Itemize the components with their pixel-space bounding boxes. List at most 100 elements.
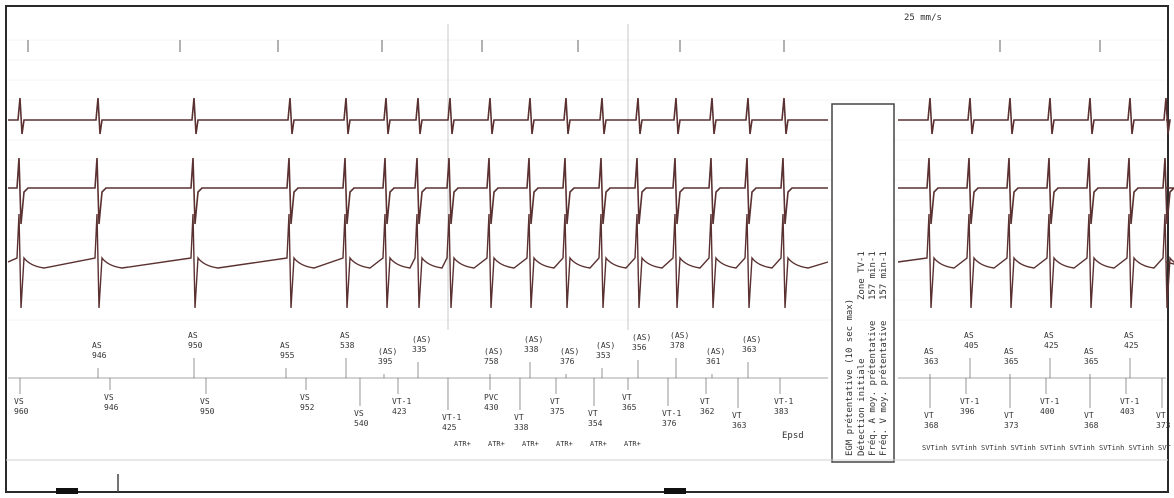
info-line3: Fréq. V moy. prétentative	[878, 321, 889, 456]
atrial-egm-trace	[898, 97, 1171, 135]
bottom-tab-left	[56, 488, 78, 494]
atr-label: ATR+	[454, 440, 471, 448]
ventricular-marker-label: VT-1	[960, 397, 979, 406]
ventricular-marker-label: VS	[200, 397, 210, 406]
ventricular-marker-label: PVC	[484, 393, 499, 402]
ventricular-marker-value: 373	[1004, 421, 1019, 430]
info-zone: Zone TV-1	[857, 251, 867, 300]
ventricular-marker-value: 425	[442, 423, 457, 432]
atrial-marker-label: AS	[280, 341, 290, 350]
atrial-marker-label: AS	[92, 341, 102, 350]
episode-label: Epsd	[782, 431, 804, 441]
ventricular-egm-trace	[898, 157, 1174, 225]
atrial-marker-value: 365	[1084, 357, 1099, 366]
ventricular-marker-value: 368	[924, 421, 939, 430]
atrial-marker-value: 361	[706, 357, 721, 366]
ventricular-marker-value: 375	[550, 407, 565, 416]
atrial-marker-label: (AS)	[484, 347, 503, 356]
atrial-marker-label: AS	[1084, 347, 1094, 356]
ventricular-marker-value: 952	[300, 403, 315, 412]
atrial-marker-label: (AS)	[670, 331, 689, 340]
ventricular-marker-value: 403	[1120, 407, 1135, 416]
ventricular-marker-label: VT	[1156, 411, 1166, 420]
atrial-marker-value: 376	[560, 357, 575, 366]
ventricular-marker-value: 946	[104, 403, 119, 412]
atr-label: ATR+	[556, 440, 573, 448]
ventricular-marker-label: VT	[514, 413, 524, 422]
ventricular-marker-label: VT-1	[442, 413, 461, 422]
atrial-marker-label: (AS)	[378, 347, 397, 356]
atrial-marker-label: (AS)	[596, 341, 615, 350]
atrial-marker-value: 955	[280, 351, 295, 360]
info-rate-a: 157 min-1	[868, 251, 878, 300]
ventricular-marker-label: VT	[700, 397, 710, 406]
atrial-marker-label: AS	[924, 347, 934, 356]
atrial-marker-label: AS	[340, 331, 350, 340]
info-line1: Détection initiale	[856, 358, 867, 456]
atrial-marker-value: 356	[632, 343, 647, 352]
atr-label: ATR+	[624, 440, 641, 448]
atrial-marker-value: 425	[1124, 341, 1139, 350]
atrial-marker-label: AS	[1044, 331, 1054, 340]
ventricular-marker-value: 365	[622, 403, 637, 412]
atrial-marker-value: 425	[1044, 341, 1059, 350]
atrial-marker-label: AS	[1124, 331, 1134, 340]
atrial-marker-value: 758	[484, 357, 499, 366]
ventricular-marker-value: 430	[484, 403, 499, 412]
atrial-marker-label: (AS)	[524, 335, 543, 344]
ventricular-marker-value: 396	[960, 407, 975, 416]
atrial-marker-value: 950	[188, 341, 203, 350]
info-line2: Fréq. A moy. prétentative	[867, 321, 878, 456]
atrial-marker-value: 363	[924, 357, 939, 366]
atrial-marker-label: AS	[188, 331, 198, 340]
ventricular-marker-value: 376	[662, 419, 677, 428]
shock-egm-trace	[7, 213, 829, 309]
atrial-marker-value: 395	[378, 357, 393, 366]
ventricular-marker-value: 383	[774, 407, 789, 416]
atrial-marker-label: AS	[964, 331, 974, 340]
ventricular-marker-value: 950	[200, 407, 215, 416]
ventricular-marker-label: VT	[924, 411, 934, 420]
info-title: EGM prétentative (10 sec max)	[844, 299, 855, 456]
ventricular-marker-label: VT	[1004, 411, 1014, 420]
ventricular-marker-label: VT	[732, 411, 742, 420]
ventricular-marker-value: 400	[1040, 407, 1055, 416]
ventricular-marker-label: VT-1	[662, 409, 681, 418]
ventricular-marker-value: 368	[1084, 421, 1099, 430]
info-rate-v: 157 min-1	[879, 251, 889, 300]
ventricular-marker-value: 540	[354, 419, 369, 428]
atrial-marker-label: AS	[1004, 347, 1014, 356]
svt-inhibit-label: SVTinh SVTinh SVTinh SVTinh SVTinh SVTin…	[922, 444, 1171, 452]
shock-egm-trace	[897, 213, 1174, 309]
ventricular-marker-label: VT-1	[392, 397, 411, 406]
strip-frame	[5, 5, 1169, 493]
ventricular-marker-label: VT	[550, 397, 560, 406]
atrial-egm-trace	[8, 97, 828, 135]
ventricular-marker-value: 363	[732, 421, 747, 430]
atrial-marker-label: (AS)	[632, 333, 651, 342]
atrial-marker-label: (AS)	[412, 335, 431, 344]
atr-label: ATR+	[590, 440, 607, 448]
atrial-marker-label: (AS)	[742, 335, 761, 344]
atrial-marker-label: (AS)	[706, 347, 725, 356]
atrial-marker-value: 353	[596, 351, 611, 360]
atrial-marker-value: 365	[1004, 357, 1019, 366]
atrial-marker-value: 946	[92, 351, 107, 360]
ventricular-marker-value: 338	[514, 423, 529, 432]
atr-label: ATR+	[522, 440, 539, 448]
ventricular-marker-label: VT-1	[1120, 397, 1139, 406]
egm-traces	[7, 97, 1174, 309]
atrial-marker-label: (AS)	[560, 347, 579, 356]
ventricular-marker-label: VT	[1084, 411, 1094, 420]
ventricular-marker-value: 373	[1156, 421, 1171, 430]
atrial-marker-value: 363	[742, 345, 757, 354]
ventricular-marker-label: VT-1	[774, 397, 793, 406]
ventricular-marker-label: VT-1	[1040, 397, 1059, 406]
atr-label: ATR+	[488, 440, 505, 448]
ventricular-marker-label: VS	[354, 409, 364, 418]
atrial-marker-value: 405	[964, 341, 979, 350]
ventricular-marker-value: 354	[588, 419, 603, 428]
ventricular-marker-value: 423	[392, 407, 407, 416]
